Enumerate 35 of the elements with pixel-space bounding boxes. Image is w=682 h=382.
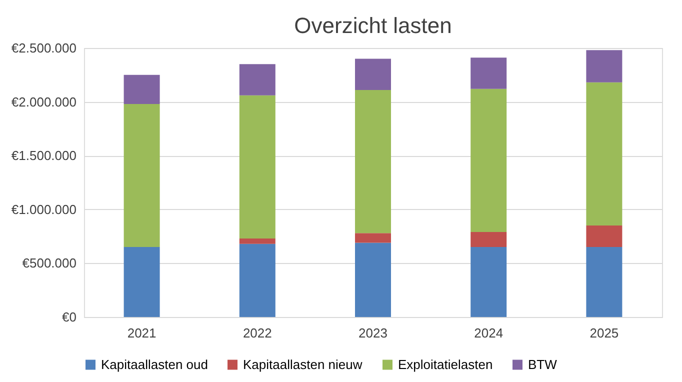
y-tick-label: €500.000 xyxy=(22,256,76,271)
x-tick-label: 2023 xyxy=(358,326,388,340)
bar xyxy=(239,95,276,238)
bar xyxy=(586,50,622,82)
legend-label: Kapitaallasten oud xyxy=(101,356,208,372)
bar xyxy=(355,90,391,234)
bar xyxy=(355,233,391,243)
bar xyxy=(470,247,507,317)
y-tick-label: €2.500.000 xyxy=(11,40,76,56)
y-tick-label: €2.000.000 xyxy=(11,94,76,110)
y-tick-label: €0 xyxy=(62,310,76,324)
legend-label: Kapitaallasten nieuw xyxy=(243,356,363,372)
bar xyxy=(124,104,160,248)
legend-label: BTW xyxy=(528,356,558,372)
bar xyxy=(586,226,622,248)
bar xyxy=(355,58,391,90)
bar xyxy=(470,58,507,89)
bar xyxy=(239,238,276,244)
x-tick-label: 2021 xyxy=(127,326,156,340)
x-tick-label: 2025 xyxy=(590,326,619,340)
bar xyxy=(124,74,160,104)
bar xyxy=(355,242,391,317)
bar xyxy=(239,244,276,317)
bar xyxy=(586,82,622,226)
bar xyxy=(124,247,160,317)
chart-title: Overzicht lasten xyxy=(294,13,452,38)
y-tick-label: €1.500.000 xyxy=(11,148,76,164)
x-tick-label: 2024 xyxy=(474,326,504,340)
bar xyxy=(470,88,507,232)
x-tick-label: 2022 xyxy=(242,326,272,340)
legend-label: Exploitatielasten xyxy=(398,356,493,372)
y-tick-label: €1.000.000 xyxy=(11,202,76,217)
bar xyxy=(586,247,622,317)
bar xyxy=(239,64,276,96)
bar xyxy=(470,232,507,248)
